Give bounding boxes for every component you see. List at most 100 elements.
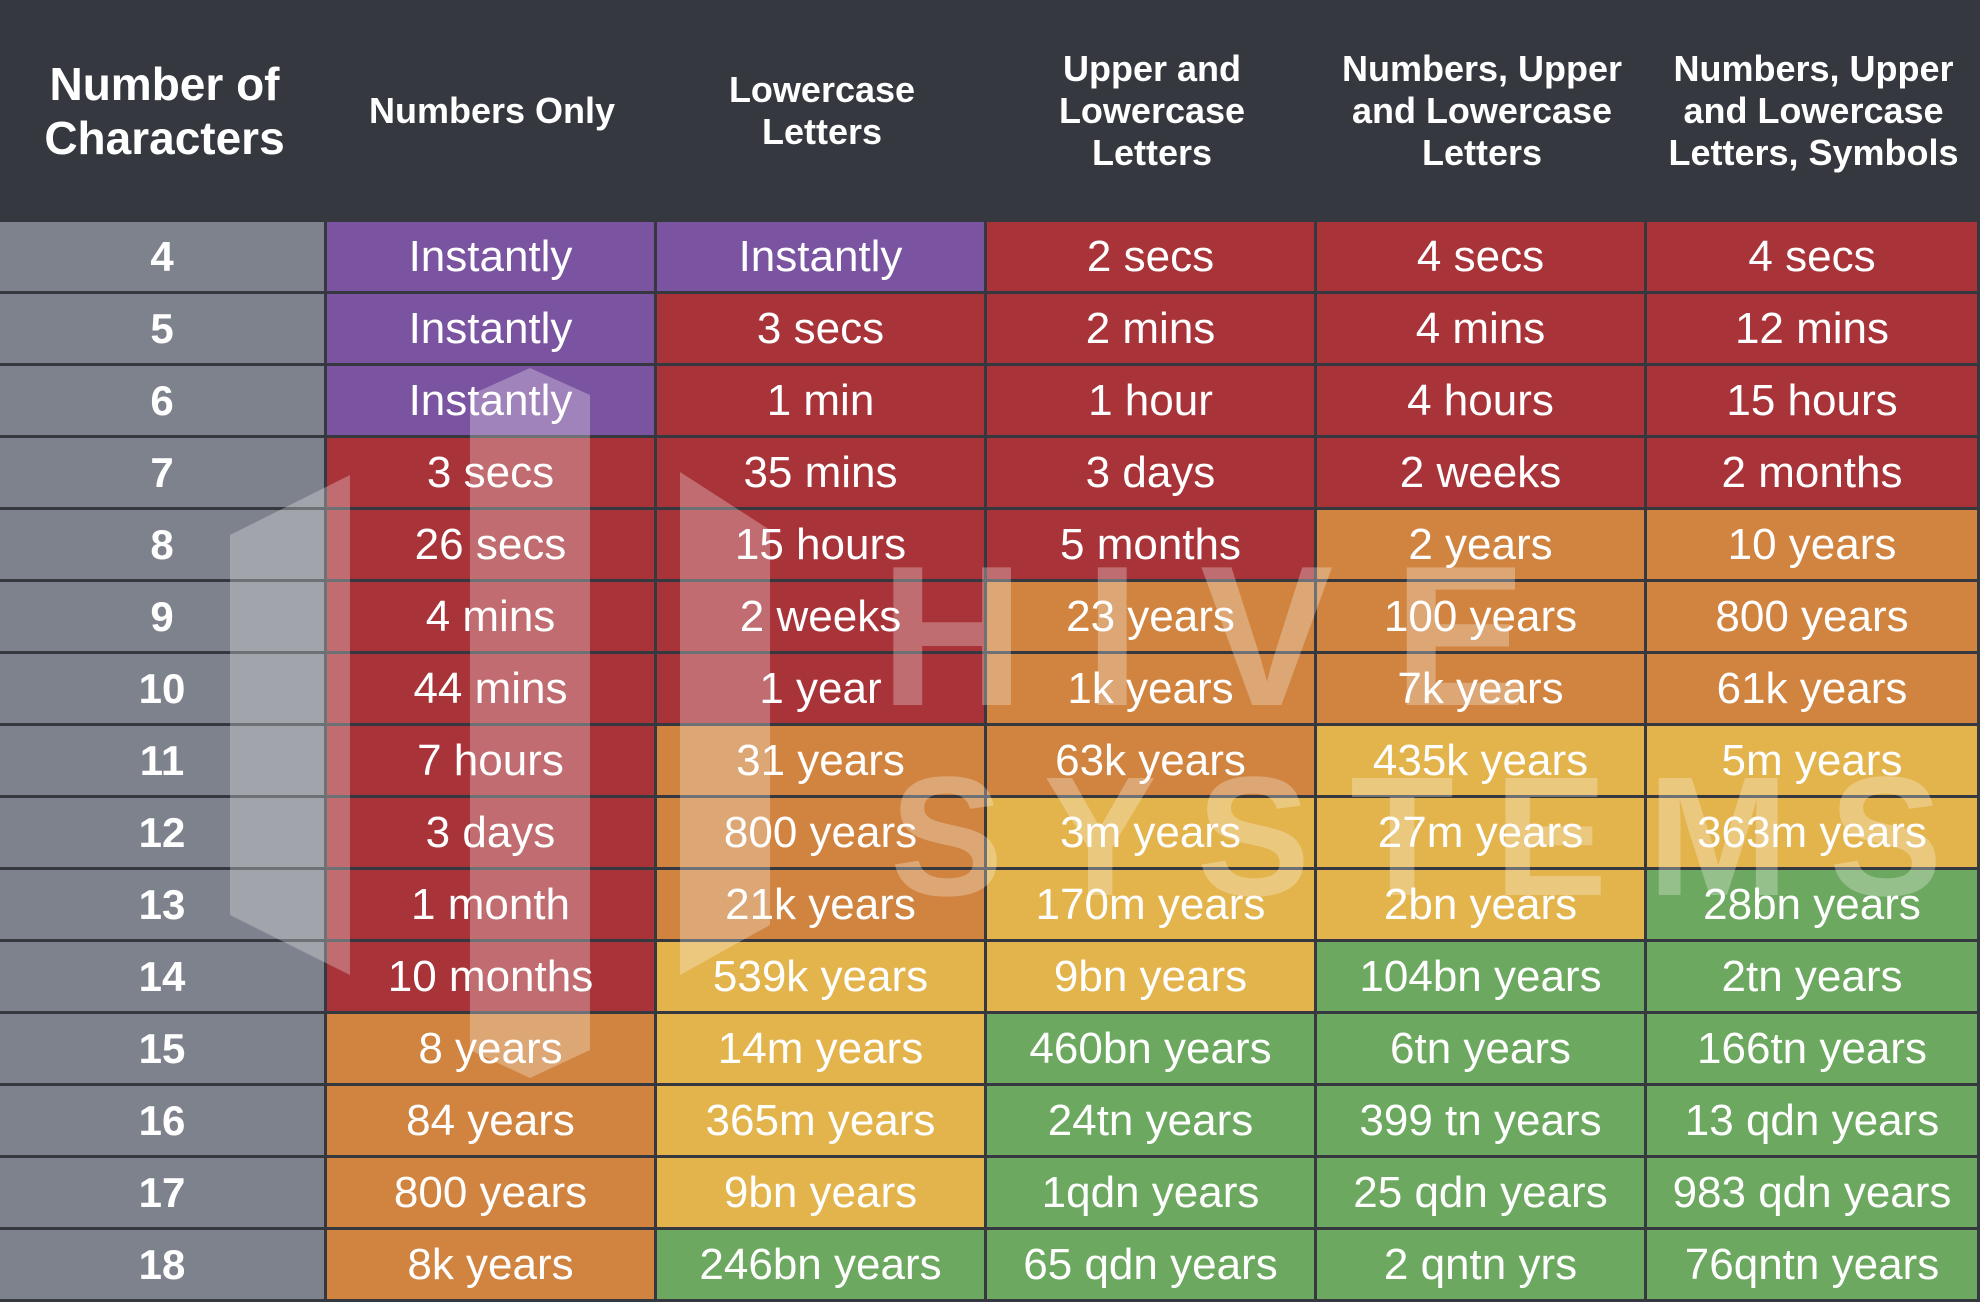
table-cell: 5 months — [987, 510, 1317, 582]
table-cell: 104bn years — [1317, 942, 1647, 1014]
table-cell: 399 tn years — [1317, 1086, 1647, 1158]
table-cell: 2 qntn yrs — [1317, 1230, 1647, 1302]
table-cell: Instantly — [327, 294, 657, 366]
table-cell: 21k years — [657, 870, 987, 942]
row-label-characters: 14 — [0, 942, 327, 1014]
table-cell: 44 mins — [327, 654, 657, 726]
table-cell: 63k years — [987, 726, 1317, 798]
table-cell: 28bn years — [1647, 870, 1980, 942]
table-cell: 3 days — [327, 798, 657, 870]
table-cell: 983 qdn years — [1647, 1158, 1980, 1230]
column-header-line: and Lowercase — [1351, 90, 1613, 131]
table-cell: 3m years — [987, 798, 1317, 870]
table-cell: 4 hours — [1317, 366, 1647, 438]
table-cell: 8k years — [327, 1230, 657, 1302]
column-header-line: Letters — [1091, 132, 1213, 173]
table-cell: Instantly — [657, 222, 987, 294]
table-cell: 26 secs — [327, 510, 657, 582]
row-label-characters: 10 — [0, 654, 327, 726]
table-cell: 1 min — [657, 366, 987, 438]
column-header-line: Numbers, Upper — [1341, 48, 1623, 89]
table-cell: 9bn years — [657, 1158, 987, 1230]
table-cell: 61k years — [1647, 654, 1980, 726]
table-cell: 15 hours — [657, 510, 987, 582]
table-cell: 3 secs — [327, 438, 657, 510]
table-cell: 246bn years — [657, 1230, 987, 1302]
table-cell: 2tn years — [1647, 942, 1980, 1014]
table-cell: 460bn years — [987, 1014, 1317, 1086]
table-cell: 7k years — [1317, 654, 1647, 726]
table-cell: 2 secs — [987, 222, 1317, 294]
row-label-characters: 6 — [0, 366, 327, 438]
table-cell: 65 qdn years — [987, 1230, 1317, 1302]
row-label-characters: 16 — [0, 1086, 327, 1158]
table-cell: 8 years — [327, 1014, 657, 1086]
column-header-line: Characters — [44, 112, 285, 164]
row-label-characters: 11 — [0, 726, 327, 798]
row-label-characters: 15 — [0, 1014, 327, 1086]
table-cell: 365m years — [657, 1086, 987, 1158]
row-label-characters: 18 — [0, 1230, 327, 1302]
table-cell: 35 mins — [657, 438, 987, 510]
table-cell: 435k years — [1317, 726, 1647, 798]
table-cell: 1 hour — [987, 366, 1317, 438]
table-cell: 5m years — [1647, 726, 1980, 798]
column-header-line: Numbers Only — [368, 90, 616, 131]
table-cell: 2 weeks — [657, 582, 987, 654]
column-header-6: Numbers, Upper and Lowercase Letters, Symb… — [1647, 0, 1980, 222]
table-cell: 363m years — [1647, 798, 1980, 870]
table-cell: 12 mins — [1647, 294, 1980, 366]
column-header-3: Lowercase Letters — [657, 0, 987, 222]
table-cell: 25 qdn years — [1317, 1158, 1647, 1230]
table-cell: 9bn years — [987, 942, 1317, 1014]
table-cell: 27m years — [1317, 798, 1647, 870]
table-cell: 800 years — [1647, 582, 1980, 654]
column-header-line: Letters — [761, 111, 883, 152]
table-cell: 10 months — [327, 942, 657, 1014]
table-cell: 14m years — [657, 1014, 987, 1086]
table-cell: 4 mins — [1317, 294, 1647, 366]
column-header-2: Numbers Only — [327, 0, 657, 222]
table-cell: 2 mins — [987, 294, 1317, 366]
table-cell: Instantly — [327, 366, 657, 438]
table-cell: 1 year — [657, 654, 987, 726]
column-header-line: Letters, Symbols — [1668, 132, 1959, 173]
table-cell: 2 months — [1647, 438, 1980, 510]
table-cell: 3 secs — [657, 294, 987, 366]
table-cell: 1k years — [987, 654, 1317, 726]
table-cell: 800 years — [327, 1158, 657, 1230]
column-header-line: Letters — [1421, 132, 1543, 173]
row-label-characters: 7 — [0, 438, 327, 510]
table-cell: 1 month — [327, 870, 657, 942]
table-cell: Instantly — [327, 222, 657, 294]
table-cell: 2 years — [1317, 510, 1647, 582]
table-cell: 539k years — [657, 942, 987, 1014]
table-cell: 13 qdn years — [1647, 1086, 1980, 1158]
table-cell: 4 secs — [1647, 222, 1980, 294]
table-cell: 1qdn years — [987, 1158, 1317, 1230]
column-header-line: Number of — [49, 58, 280, 110]
table-cell: 4 secs — [1317, 222, 1647, 294]
table-cell: 166tn years — [1647, 1014, 1980, 1086]
table-cell: 10 years — [1647, 510, 1980, 582]
table-cell: 15 hours — [1647, 366, 1980, 438]
table-cell: 2bn years — [1317, 870, 1647, 942]
table-cell: 2 weeks — [1317, 438, 1647, 510]
row-label-characters: 4 — [0, 222, 327, 294]
column-header-line: Numbers, Upper — [1673, 48, 1954, 89]
column-header-line: Lowercase — [1058, 90, 1246, 131]
table-cell: 3 days — [987, 438, 1317, 510]
table-cell: 6tn years — [1317, 1014, 1647, 1086]
row-label-characters: 8 — [0, 510, 327, 582]
row-label-characters: 12 — [0, 798, 327, 870]
table-cell: 100 years — [1317, 582, 1647, 654]
table-cell: 800 years — [657, 798, 987, 870]
row-label-characters: 17 — [0, 1158, 327, 1230]
column-header-line: Lowercase — [728, 69, 916, 110]
column-header-5: Numbers, Upper and Lowercase Letters — [1317, 0, 1647, 222]
table-cell: 84 years — [327, 1086, 657, 1158]
table-cell: 31 years — [657, 726, 987, 798]
column-header-1: Number of Characters — [0, 0, 327, 222]
table-cell: 4 mins — [327, 582, 657, 654]
